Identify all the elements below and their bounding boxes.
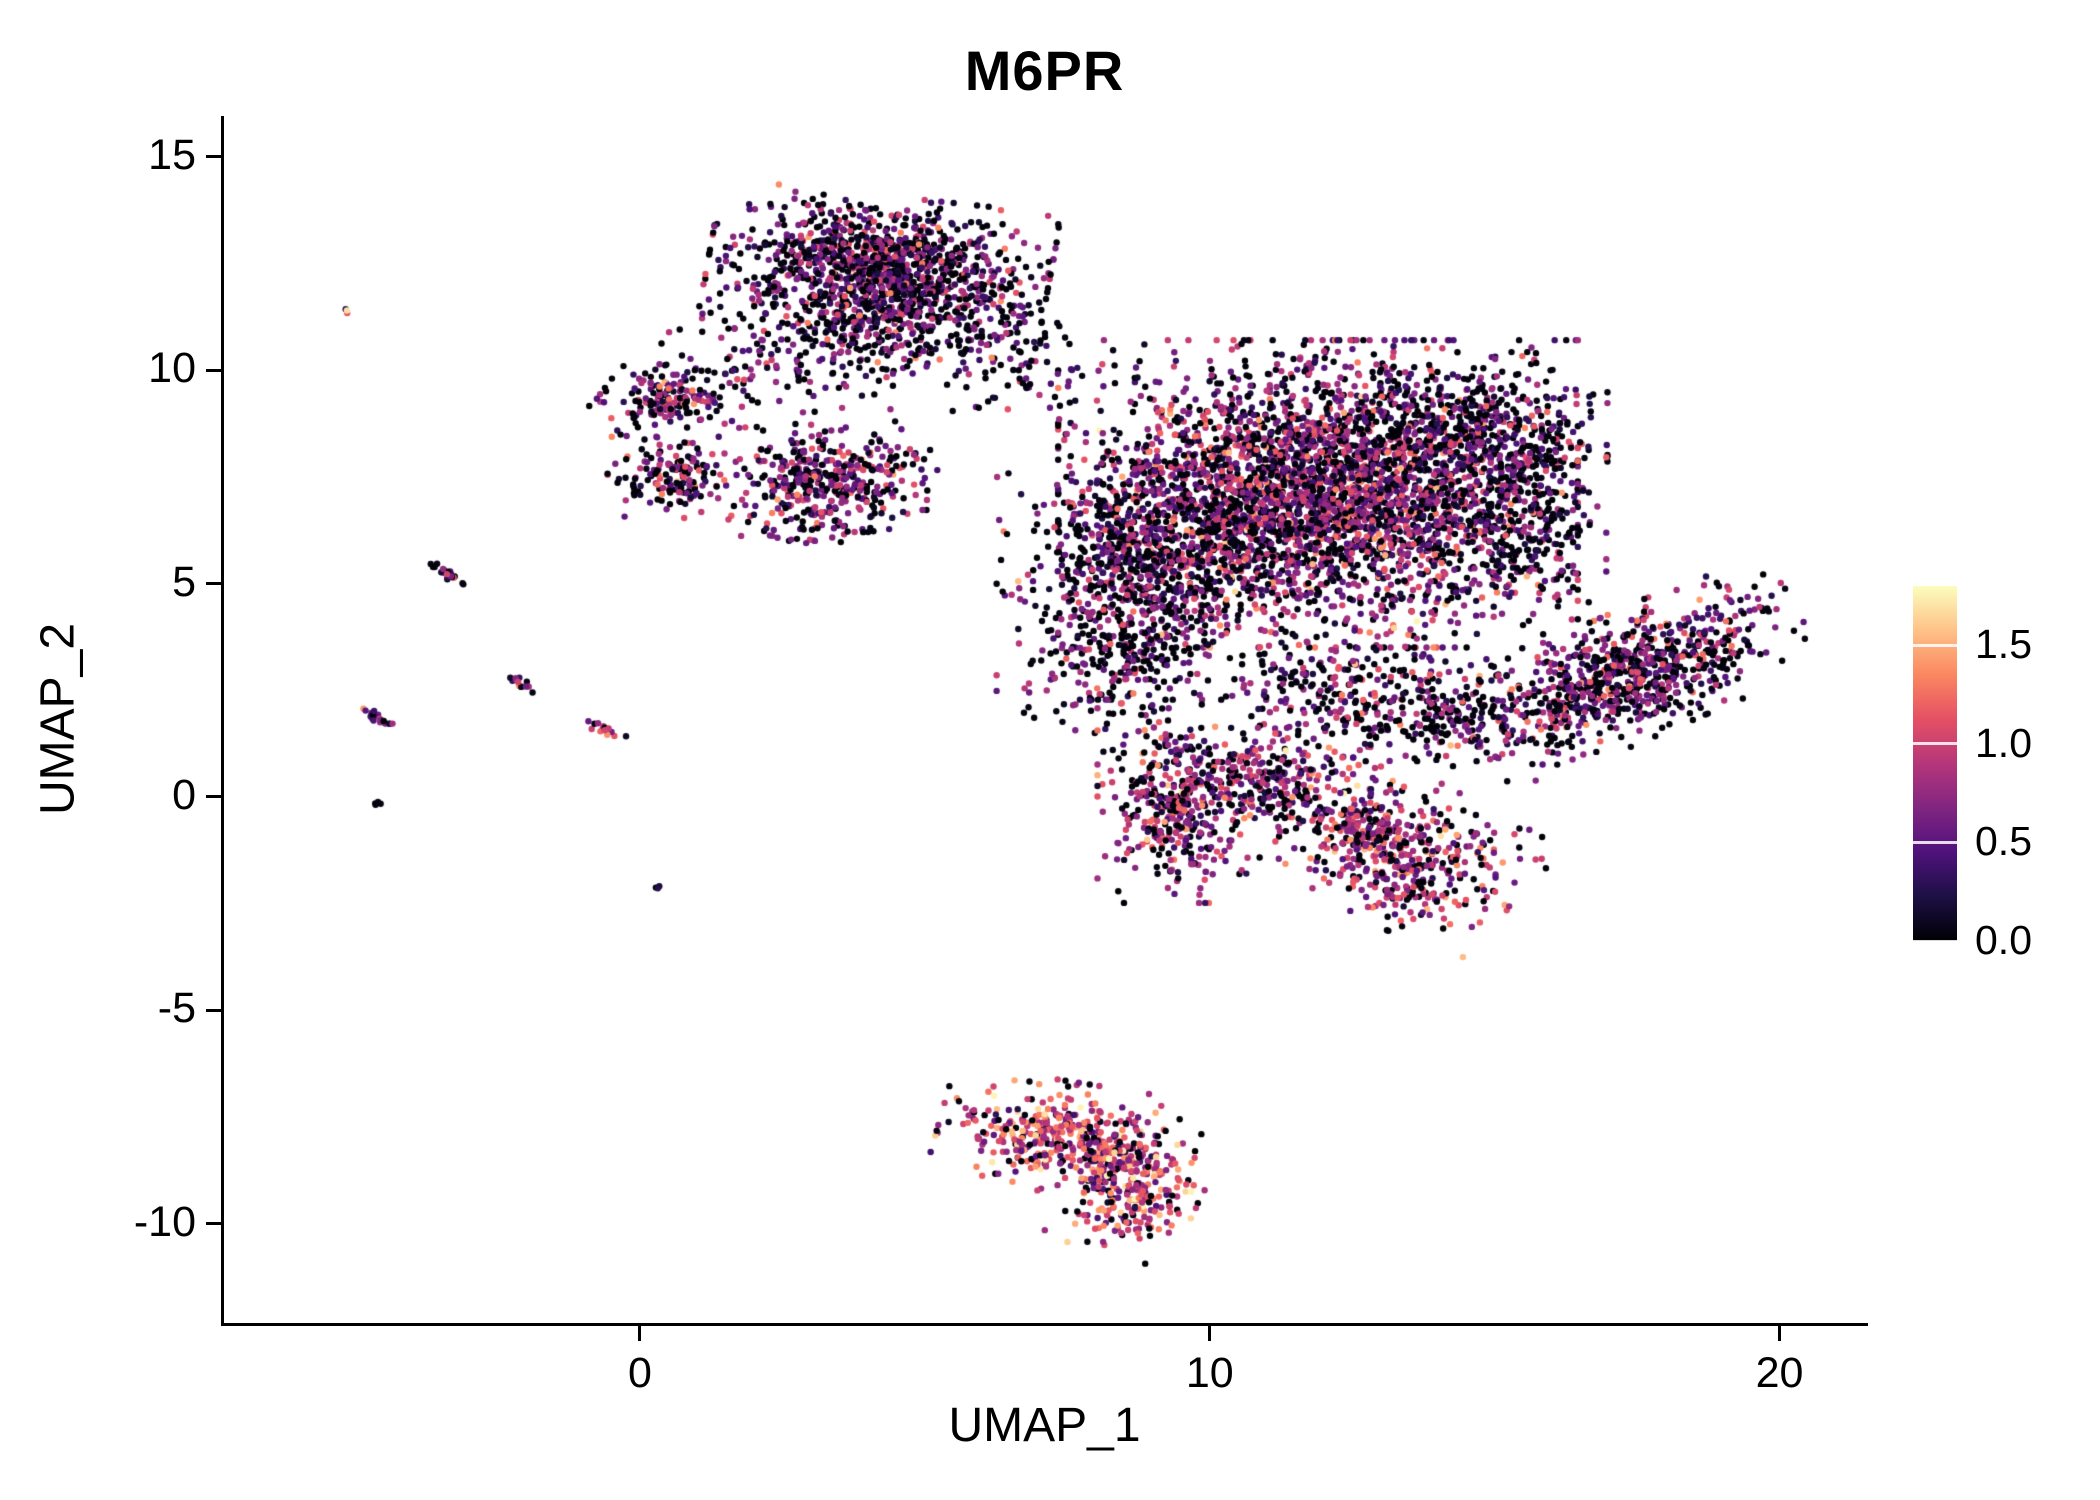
y-tick-mark [206,368,221,372]
y-tick-mark [206,1222,221,1226]
x-tick-label: 10 [1185,1349,1234,1397]
y-tick-mark [206,1008,221,1012]
plot-title: M6PR [964,39,1125,102]
x-tick-label: 20 [1755,1349,1804,1397]
y-tick-mark [206,582,221,585]
y-tick-label: -10 [133,1197,196,1246]
y-tick-mark [206,155,221,159]
y-tick-label: 0 [172,770,196,819]
colorbar-tick-label: 0.0 [1975,917,2032,963]
x-tick-mark [638,1326,642,1341]
colorbar-tick-label: 0.5 [1975,818,2032,865]
colorbar-tick-mark [1913,939,1957,943]
x-tick-mark [1208,1326,1212,1341]
x-tick-mark [1778,1326,1782,1341]
x-axis-line [221,1323,1868,1326]
colorbar-tick-label: 1.0 [1975,719,2032,766]
expression-colorbar [1913,586,1957,941]
colorbar-tick-mark [1913,742,1957,746]
y-tick-label: 10 [148,344,196,393]
y-tick-label: 15 [148,130,196,179]
colorbar-tick-mark [1913,840,1957,844]
y-tick-mark [206,795,221,799]
x-tick-label: 0 [627,1349,652,1397]
y-tick-label: -5 [157,984,196,1033]
y-tick-label: 5 [172,557,196,606]
x-axis-label: UMAP_1 [948,1399,1141,1452]
umap-scatter-canvas [224,116,1865,1323]
colorbar-tick-label: 1.5 [1975,621,2032,668]
colorbar-tick-mark [1913,643,1957,647]
y-axis-line [221,116,224,1326]
